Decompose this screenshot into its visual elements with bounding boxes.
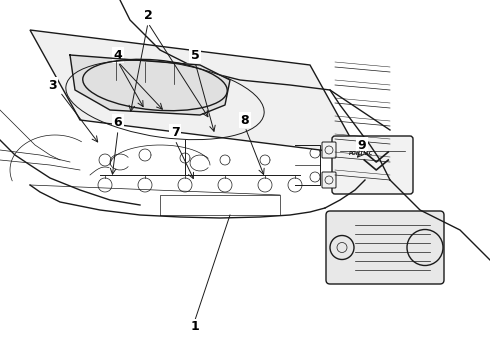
Text: 5: 5 (191, 49, 199, 62)
Text: 2: 2 (144, 9, 152, 22)
Text: PONTIAC: PONTIAC (349, 150, 373, 156)
Text: 6: 6 (114, 116, 122, 129)
Polygon shape (70, 55, 230, 115)
FancyBboxPatch shape (326, 211, 444, 284)
Text: 1: 1 (191, 320, 199, 333)
Text: 9: 9 (358, 139, 367, 152)
FancyBboxPatch shape (322, 142, 336, 158)
Text: 7: 7 (171, 126, 179, 139)
FancyBboxPatch shape (322, 172, 336, 188)
Polygon shape (30, 30, 360, 155)
Text: 8: 8 (241, 113, 249, 126)
Text: 4: 4 (114, 49, 122, 62)
Text: 3: 3 (48, 78, 56, 91)
FancyBboxPatch shape (332, 136, 413, 194)
